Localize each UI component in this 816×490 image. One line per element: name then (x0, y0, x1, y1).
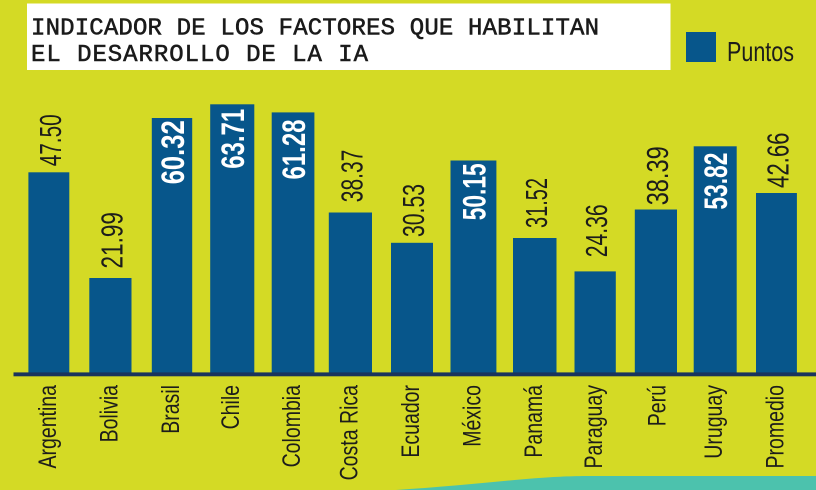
svg-text:42.66: 42.66 (761, 133, 796, 189)
svg-text:Panamá: Panamá (520, 385, 548, 458)
svg-text:61.28: 61.28 (276, 120, 312, 180)
svg-text:47.50: 47.50 (33, 114, 68, 166)
svg-text:38.37: 38.37 (334, 150, 369, 203)
svg-text:53.82: 53.82 (698, 153, 734, 210)
svg-text:EL DESARROLLO DE LA IA: EL DESARROLLO DE LA IA (31, 42, 369, 69)
svg-text:60.32: 60.32 (155, 120, 191, 184)
svg-text:30.53: 30.53 (396, 184, 431, 237)
svg-text:Uruguay: Uruguay (700, 385, 728, 459)
svg-text:INDICADOR DE LOS FACTORES QUE: INDICADOR DE LOS FACTORES QUE HABILITAN (31, 16, 599, 43)
svg-text:Bolivia: Bolivia (95, 385, 123, 442)
svg-text:38.39: 38.39 (640, 146, 675, 205)
svg-text:Colombia: Colombia (278, 385, 306, 467)
svg-text:Puntos: Puntos (727, 36, 794, 67)
svg-text:Ecuador: Ecuador (397, 385, 425, 458)
svg-text:24.36: 24.36 (579, 204, 614, 257)
svg-text:63.71: 63.71 (215, 109, 251, 169)
svg-text:México: México (458, 385, 486, 447)
svg-text:Brasil: Brasil (157, 385, 185, 434)
svg-text:Chile: Chile (217, 385, 245, 429)
svg-text:Perú: Perú (644, 385, 672, 426)
svg-text:Argentina: Argentina (34, 385, 62, 469)
svg-text:50.15: 50.15 (456, 163, 492, 220)
svg-text:Paraguay: Paraguay (580, 385, 608, 469)
svg-text:31.52: 31.52 (519, 178, 554, 228)
svg-text:Costa Rica: Costa Rica (335, 385, 363, 480)
svg-text:Promedio: Promedio (762, 385, 790, 469)
svg-text:21.99: 21.99 (94, 212, 129, 269)
